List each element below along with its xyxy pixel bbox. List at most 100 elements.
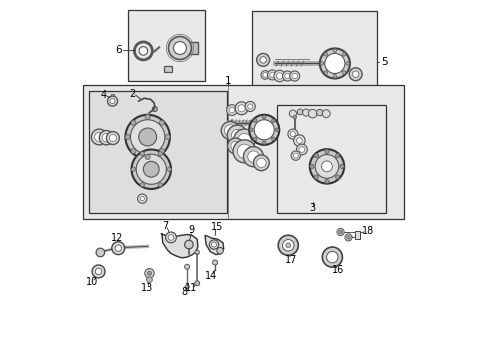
Circle shape [184, 264, 189, 269]
Circle shape [131, 167, 135, 171]
Circle shape [173, 41, 186, 54]
Circle shape [336, 228, 344, 235]
Circle shape [273, 70, 285, 82]
Circle shape [140, 197, 144, 201]
Circle shape [249, 128, 253, 132]
Text: 7: 7 [162, 221, 168, 231]
Circle shape [217, 247, 223, 254]
Circle shape [115, 245, 121, 251]
Circle shape [291, 73, 297, 79]
Circle shape [125, 115, 169, 159]
Circle shape [92, 265, 105, 278]
Circle shape [297, 109, 303, 115]
Text: 2: 2 [129, 89, 136, 99]
Circle shape [152, 107, 157, 112]
Circle shape [227, 138, 243, 154]
Circle shape [339, 164, 344, 168]
Bar [164, 66, 172, 72]
Circle shape [260, 57, 266, 63]
Circle shape [298, 147, 304, 152]
Circle shape [282, 239, 293, 251]
Circle shape [289, 71, 299, 81]
Circle shape [131, 120, 136, 125]
Circle shape [137, 194, 147, 203]
Text: 13: 13 [141, 283, 153, 293]
Bar [251, 12, 376, 87]
Circle shape [332, 75, 336, 78]
Circle shape [282, 71, 292, 81]
Circle shape [112, 242, 124, 255]
Circle shape [290, 151, 300, 160]
Circle shape [263, 73, 267, 77]
Circle shape [322, 110, 329, 118]
Circle shape [136, 154, 166, 184]
Circle shape [247, 104, 252, 109]
Circle shape [309, 164, 313, 168]
Circle shape [145, 154, 150, 159]
Polygon shape [161, 234, 198, 258]
Circle shape [313, 154, 318, 158]
Circle shape [253, 119, 256, 122]
Circle shape [94, 132, 104, 141]
Circle shape [346, 62, 349, 65]
Circle shape [256, 53, 269, 66]
Circle shape [165, 134, 170, 139]
Circle shape [287, 129, 297, 139]
Circle shape [130, 120, 164, 154]
Circle shape [238, 105, 244, 112]
Circle shape [324, 179, 328, 184]
Circle shape [184, 240, 193, 249]
Circle shape [342, 71, 345, 75]
Text: 15: 15 [211, 222, 224, 232]
Circle shape [293, 153, 298, 158]
Circle shape [146, 277, 152, 283]
Circle shape [271, 137, 275, 141]
Circle shape [269, 72, 275, 78]
Circle shape [110, 99, 115, 104]
Circle shape [158, 152, 162, 156]
Circle shape [338, 230, 342, 234]
Bar [276, 105, 386, 213]
Circle shape [335, 175, 339, 179]
Text: 8: 8 [181, 287, 187, 297]
Text: 14: 14 [205, 271, 217, 281]
Circle shape [278, 235, 298, 255]
Circle shape [293, 135, 305, 146]
Circle shape [224, 125, 235, 136]
Circle shape [231, 130, 243, 141]
Circle shape [131, 149, 171, 189]
Circle shape [335, 154, 339, 158]
Circle shape [233, 129, 255, 150]
Text: 16: 16 [332, 265, 344, 275]
Circle shape [147, 271, 151, 275]
Circle shape [140, 183, 144, 187]
Circle shape [159, 149, 164, 154]
Circle shape [125, 134, 130, 139]
Bar [83, 85, 403, 220]
Circle shape [344, 234, 351, 241]
Circle shape [320, 62, 323, 65]
Circle shape [145, 114, 150, 120]
Circle shape [348, 68, 362, 81]
Circle shape [158, 183, 162, 187]
Text: 12: 12 [111, 233, 123, 243]
Circle shape [302, 109, 309, 116]
Text: 6: 6 [116, 45, 122, 55]
Circle shape [284, 73, 290, 79]
Circle shape [275, 128, 278, 132]
Circle shape [144, 269, 154, 278]
Text: 11: 11 [185, 283, 197, 293]
Circle shape [267, 70, 277, 80]
Circle shape [321, 161, 332, 172]
Circle shape [102, 134, 110, 142]
Circle shape [276, 73, 282, 79]
Circle shape [107, 96, 117, 106]
Text: 10: 10 [86, 277, 98, 287]
Circle shape [247, 151, 259, 162]
Circle shape [290, 132, 295, 136]
Circle shape [221, 122, 239, 139]
Circle shape [346, 235, 349, 239]
Circle shape [139, 128, 156, 146]
Circle shape [165, 232, 176, 243]
Circle shape [91, 129, 107, 145]
